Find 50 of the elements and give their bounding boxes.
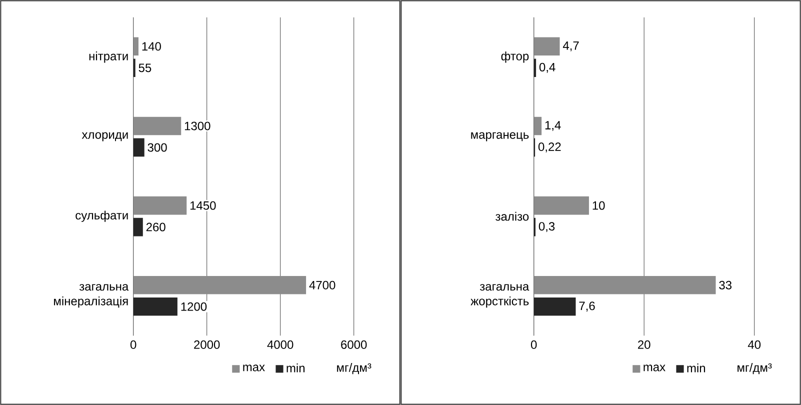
data-label: 260 [146, 222, 166, 232]
y-tick-label: фтор [501, 52, 529, 63]
bar [534, 297, 576, 316]
x-tick-label: 0 [530, 340, 537, 349]
data-label: 1450 [190, 201, 216, 210]
x-tick-label: 2000 [194, 340, 220, 349]
bar [133, 276, 306, 294]
legend-label: max [243, 364, 265, 372]
x-axis-title: мг/дм³ [738, 363, 772, 374]
bar [534, 58, 536, 78]
y-tick-label: загальна жорсткість [470, 284, 530, 308]
bar [534, 116, 542, 136]
data-label: 1,4 [545, 121, 561, 131]
data-label: 0,3 [538, 222, 555, 232]
data-label: 1200 [181, 302, 207, 311]
legend-label: max [644, 364, 666, 372]
y-tick-label: марганець [471, 132, 529, 142]
bar [133, 37, 138, 56]
data-label: 10 [592, 201, 605, 210]
data-label: 140 [142, 42, 161, 51]
data-label: 4,7 [562, 41, 579, 52]
y-tick-label: залізо [496, 212, 529, 221]
bar [133, 218, 143, 236]
bar [534, 196, 589, 215]
data-label: 4700 [309, 280, 336, 290]
bar [133, 138, 144, 157]
data-label: 0,4 [539, 62, 556, 73]
data-label: 33 [719, 280, 732, 290]
bar [534, 37, 560, 56]
x-axis-title: мг/дм³ [337, 363, 372, 374]
legend-label: min [687, 364, 706, 372]
bar [534, 276, 716, 294]
x-tick-label: 20 [638, 340, 650, 349]
y-tick-label: сульфати [76, 210, 128, 222]
data-label: 300 [148, 143, 167, 152]
bar [133, 297, 178, 316]
legend-label: min [286, 364, 305, 372]
x-tick-label: 40 [748, 340, 761, 349]
y-tick-label: хлориди [82, 132, 128, 142]
bar [133, 116, 182, 136]
y-tick-label: нітрати [89, 52, 128, 63]
x-tick-label: 4000 [267, 340, 294, 349]
data-label: 7,6 [579, 302, 595, 312]
data-label: 0,22 [538, 142, 561, 152]
y-tick-label: загальна мінералізація [54, 284, 129, 308]
data-label: 55 [138, 64, 152, 72]
x-tick-label: 0 [130, 340, 136, 349]
bar [133, 196, 187, 215]
x-tick-label: 6000 [341, 340, 367, 349]
data-label: 1300 [184, 122, 210, 130]
